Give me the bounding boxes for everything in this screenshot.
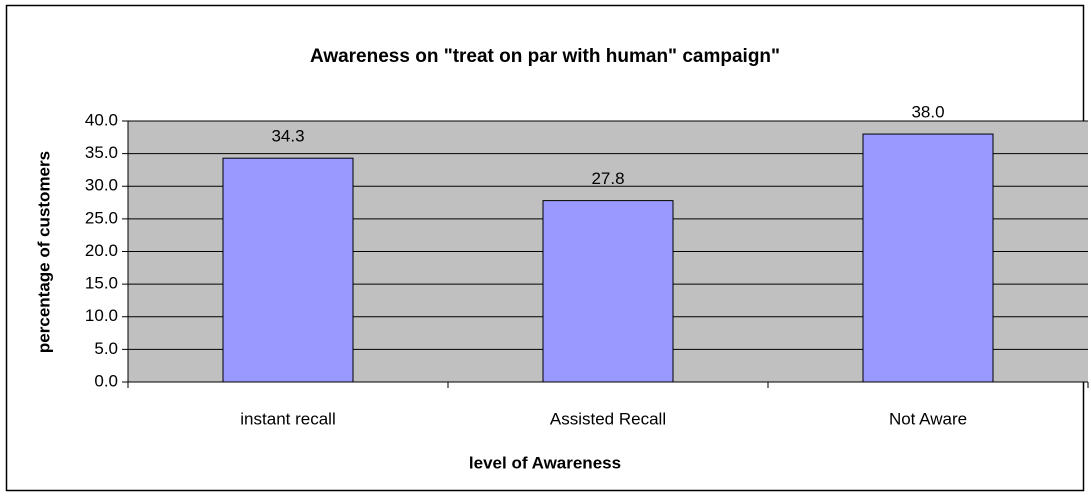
bar (222, 157, 354, 383)
y-tick-label: 5.0 (94, 339, 118, 358)
y-tick-label: 30.0 (85, 176, 118, 195)
chart-title: Awareness on "treat on par with human" c… (310, 46, 780, 67)
bar (862, 133, 994, 383)
y-tick-label: 25.0 (85, 208, 118, 227)
y-axis-label: percentage of customers (34, 151, 53, 353)
x-tick-label: Assisted Recall (550, 409, 666, 428)
y-tick-label: 40.0 (85, 110, 118, 129)
value-label: 38.0 (911, 103, 944, 122)
x-tick-label: instant recall (240, 409, 335, 428)
y-tick-label: 10.0 (85, 306, 118, 325)
value-label: 27.8 (591, 169, 624, 188)
value-label: 34.3 (271, 127, 304, 146)
x-tick-label: Not Aware (889, 409, 967, 428)
y-tick-label: 0.0 (94, 371, 118, 390)
x-axis-label: level of Awareness (469, 453, 621, 472)
bar (542, 200, 674, 383)
y-tick-label: 35.0 (85, 143, 118, 162)
y-tick-label: 20.0 (85, 241, 118, 260)
y-tick-label: 15.0 (85, 274, 118, 293)
